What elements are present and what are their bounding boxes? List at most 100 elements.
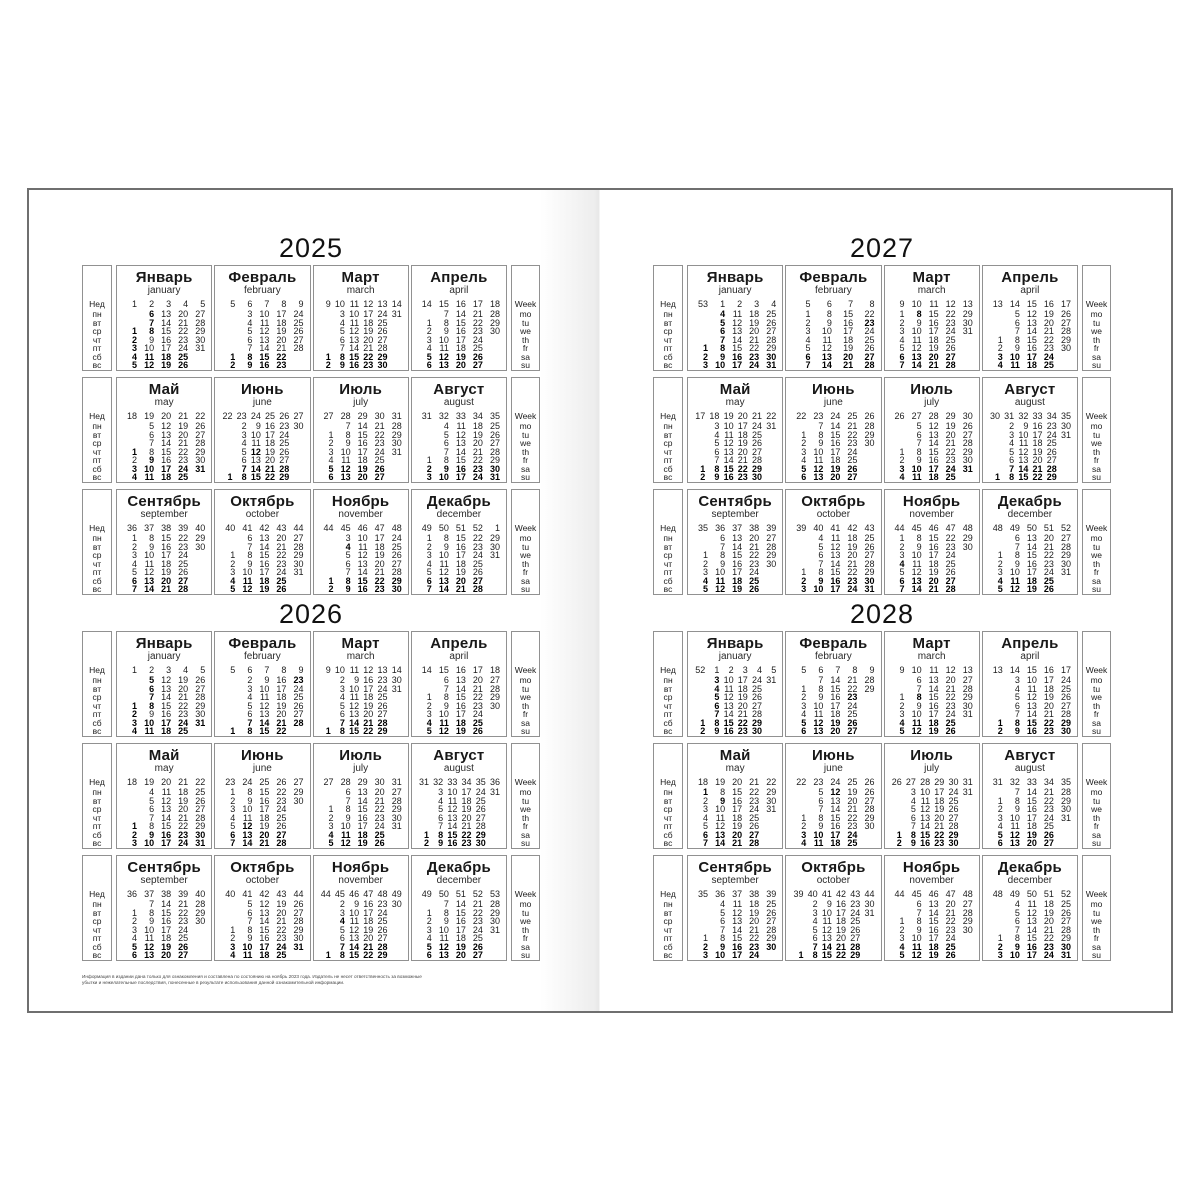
weekday-labels-column-ru: Нед пн вт ср чт пт сб вс [653,489,683,595]
day-cell: 2 [703,941,709,952]
day-cell: 2 [812,899,818,909]
day-cell: 10 [438,334,449,345]
day-cell: 12 [144,941,155,952]
day-cell: 6 [1014,916,1020,926]
day-cell: 15 [928,446,939,457]
day-cell: 4 [426,933,432,943]
month-name-ru: Сентябрь [127,493,201,510]
week-number: 49 [421,523,432,533]
day-row-mo: 6 13 20 27 [688,534,782,543]
day-row-sa: 2 9 16 23 30 [117,830,211,840]
day-cell: 15 [447,829,458,840]
day-cell [289,448,303,457]
week-number: 52 [1060,523,1071,533]
day-cell: 16 [161,709,172,719]
day-cell: 5 [812,924,818,935]
day-cell [759,577,776,586]
day-cell: 24 [847,700,858,711]
day-row-sa: 1 8 15 22 29 [983,718,1077,728]
week-number: 33 [1026,777,1037,787]
day-row-mo: 6 13 20 27 [412,676,506,685]
day-cell: 9 [916,455,922,465]
day-cell: 28 [752,709,763,719]
day-cell [317,319,331,328]
day-cell: 30 [293,558,304,569]
month-header: Ноябрь november [885,856,979,889]
day-cell: 11 [814,455,824,465]
day-cell: 16 [830,692,841,702]
day-cell: 25 [374,455,385,465]
day-row-fr: 5 12 19 26 [215,822,309,831]
day-cell: 15 [161,533,172,543]
day-cell: 4 [426,558,432,569]
day-cell: 17 [737,675,748,685]
day-cell: 13 [723,446,734,457]
week-number: 51 [1043,523,1054,533]
day-cell: 17 [1026,950,1037,960]
day-cell: 31 [864,584,875,594]
day-cell: 29 [864,567,875,577]
week-column-label-ru: Нед [660,299,676,309]
day-cell: 26 [1060,309,1071,319]
week-number: 21 [752,411,763,421]
day-cell: 8 [916,916,922,926]
day-cell: 6 [149,683,155,694]
week-number: 15 [438,665,449,675]
day-cell: 12 [144,360,155,370]
day-row-fr: 1 8 15 22 29 [412,456,506,465]
day-cell: 19 [1043,309,1054,319]
day-cell: 12 [928,421,939,431]
day-cell: 30 [489,463,500,474]
month-name-en: august [1014,397,1045,408]
day-row-su: 3 10 17 24 [688,951,782,960]
weekday-labels-column-ru: Нед пн вт ср чт пт сб вс [653,743,683,849]
day-cell: 2 [132,709,138,719]
side-head-spacer [83,744,111,777]
day-cell [188,551,205,560]
month-header: Декабрь december [983,856,1077,889]
day-cell: 10 [349,309,360,319]
day-cell: 23 [945,924,956,935]
year-title: 2027 [849,233,915,263]
day-cell: 9 [916,317,922,328]
day-row-fr: 6 13 20 27 [215,456,309,465]
day-cell: 8 [149,700,155,711]
day-cell: 9 [916,541,922,552]
day-row-tu: 2 9 16 23 30 [412,542,506,552]
week-numbers-row: 44 45 46 47 48 [314,523,408,534]
calendar-band: Нед пн вт ср чт пт сб вс Сентябрь september 36 37 38… [82,489,540,595]
month-box: Сентябрь september 35 36 37 38 39 6 13 20 27 7 14 21 2… [687,489,784,595]
day-cell: 26 [472,567,483,577]
day-cell: 27 [195,429,206,440]
day-cell: 27 [1046,455,1057,465]
day-cell: 10 [1009,812,1020,823]
day-row-su: 2 9 16 23 30 [688,473,782,482]
day-cell: 29 [195,446,206,457]
day-row-sa: 3 10 17 24 31 [885,464,979,474]
day-cell: 28 [1060,541,1071,552]
day-cell: 25 [293,692,304,702]
day-cell: 20 [749,916,760,926]
day-cell: 26 [195,795,206,806]
week-numbers-row: 36 37 38 39 40 [117,889,211,900]
day-cell [388,917,402,926]
day-cell: 31 [962,326,973,336]
day-cell: 24 [391,533,402,543]
weekday-label-sa: сб [92,717,102,728]
day-cell: 28 [945,584,956,594]
week-numbers-row: 22 23 24 25 26 27 [215,411,309,422]
weekday-label-su: вс [663,584,673,594]
day-cell: 2 [703,558,709,569]
day-cell: 4 [703,575,709,586]
day-cell: 22 [945,446,956,457]
weekday-abbr-th: th [521,924,530,935]
week-number: 1 [494,523,500,533]
month-name-en: january [147,651,181,662]
day-cell: 30 [391,899,402,909]
day-cell: 19 [161,941,172,952]
day-row-sa: 1 8 15 22 29 [314,576,408,586]
day-cell: 27 [377,709,388,719]
day-cell: 11 [1010,575,1020,586]
day-row-sa: 3 10 17 24 31 [215,942,309,952]
